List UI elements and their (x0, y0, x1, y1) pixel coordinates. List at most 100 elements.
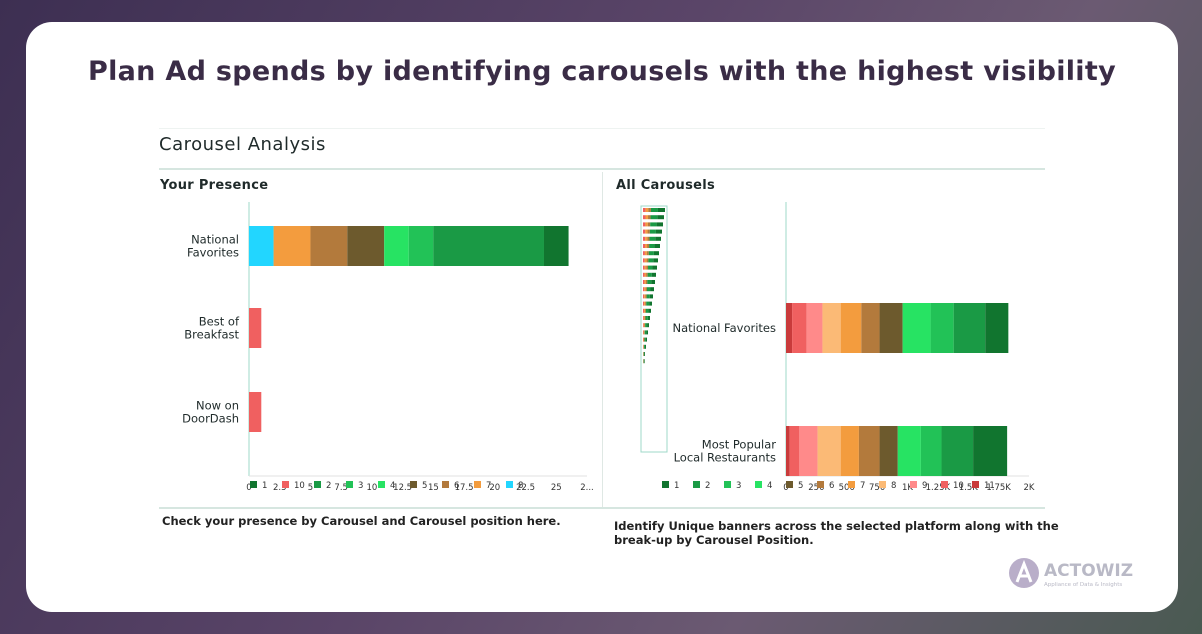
bar-segment (384, 226, 409, 266)
legend-label: 4 (767, 481, 772, 491)
bar-segment (543, 226, 569, 266)
x-tick-label: 17.5 (455, 483, 474, 493)
legend-label: 4 (390, 481, 395, 491)
left-caption: Check your presence by Carousel and Caro… (162, 514, 561, 528)
category-label: Favorites (187, 246, 239, 260)
legend-swatch (410, 481, 417, 488)
overview-bar (651, 272, 656, 277)
legend-label: 10 (953, 481, 964, 491)
category-label: Local Restaurants (674, 451, 776, 465)
overview-bar (657, 208, 665, 212)
actowiz-logo: ACTOWIZ Appliance of Data & Insights (1008, 556, 1148, 596)
overview-bar (643, 301, 645, 306)
bar-segment (806, 303, 823, 353)
legend-swatch (442, 481, 449, 488)
bar-segment (941, 426, 974, 476)
right-caption: Identify Unique banners across the selec… (614, 519, 1059, 547)
overview-bar (645, 344, 646, 349)
bar-segment (920, 426, 942, 476)
overview-bar (643, 308, 644, 313)
bar-segment (792, 303, 807, 353)
bar-segment (902, 303, 931, 353)
legend-swatch (314, 481, 321, 488)
legend-swatch (506, 481, 513, 488)
overview-bar (649, 236, 656, 241)
bar-segment (817, 426, 841, 476)
bar-segment (879, 426, 898, 476)
legend-swatch (972, 481, 979, 488)
overview-bar (656, 222, 663, 227)
x-tick-label: 1.5K (959, 483, 979, 493)
x-tick-label: 25 (551, 483, 562, 493)
legend-swatch (282, 481, 289, 488)
bar-segment (249, 392, 262, 432)
overview-bar (653, 258, 658, 263)
bar-segment (408, 226, 434, 266)
overview-bar (648, 215, 651, 220)
legend-swatch (786, 481, 793, 488)
overview-bar (645, 308, 649, 313)
x-tick-label: 0 (246, 483, 251, 493)
overview-bar (645, 337, 647, 342)
overview-bar (648, 251, 654, 256)
overview-bar (644, 344, 646, 349)
overview-bar (644, 251, 647, 256)
legend-label: 1 (262, 481, 267, 491)
overview-bar (645, 316, 648, 320)
overview-bar (655, 229, 662, 234)
legend-swatch (755, 481, 762, 488)
overview-bar (644, 308, 646, 313)
overview-bar (643, 330, 645, 335)
overview-bar (644, 359, 645, 364)
overview-bar (649, 229, 656, 234)
overview-bar (643, 316, 644, 320)
overview-bar (643, 244, 646, 248)
x-tick-label: 7.5 (334, 483, 348, 493)
overview-bar (649, 244, 655, 248)
bar-segment (433, 226, 544, 266)
overview-bar (645, 229, 648, 234)
overview-bar (646, 258, 649, 263)
overview-bar (644, 258, 647, 263)
overview-bar (644, 330, 645, 335)
overview-bar (648, 265, 653, 270)
legend-swatch (474, 481, 481, 488)
overview-bar (643, 280, 645, 284)
overview-bar (643, 215, 646, 220)
headline: Plan Ad spends by identifying carousels … (88, 56, 1116, 87)
legend-label: 5 (798, 481, 803, 491)
overview-bar (644, 316, 646, 320)
overview-bar (646, 330, 648, 335)
overview-bar (644, 280, 646, 284)
overview-bar (647, 222, 651, 227)
x-tick-label: 1.25K (926, 483, 951, 493)
overview-strip (640, 205, 668, 453)
overview-bar (643, 222, 646, 227)
overview-bar (643, 330, 644, 335)
legend-label: 3 (736, 481, 741, 491)
x-tick-label: 750 (869, 483, 885, 493)
legend-label: 9 (922, 481, 927, 491)
overview-bar (645, 280, 648, 284)
bar-segment (786, 426, 790, 476)
overview-bar (651, 280, 655, 284)
overview-bar (648, 208, 651, 212)
legend-swatch (941, 481, 948, 488)
bar-segment (822, 303, 841, 353)
x-tick-label: 22.5 (516, 483, 535, 493)
bar-segment (858, 426, 880, 476)
overview-bar (645, 244, 648, 248)
overview-bar (646, 272, 648, 277)
overview-bar (649, 301, 652, 306)
overview-bar (643, 294, 645, 299)
x-tick-label: 5 (308, 483, 313, 493)
legend-label: 6 (454, 481, 459, 491)
overview-bar (647, 323, 649, 328)
right-caption-line1: Identify Unique banners across the selec… (614, 519, 1059, 533)
overview-bar (647, 272, 652, 277)
overview-bar (647, 316, 650, 320)
category-label: National (191, 233, 239, 247)
overview-bar (650, 215, 658, 220)
overview-bar (644, 323, 646, 328)
